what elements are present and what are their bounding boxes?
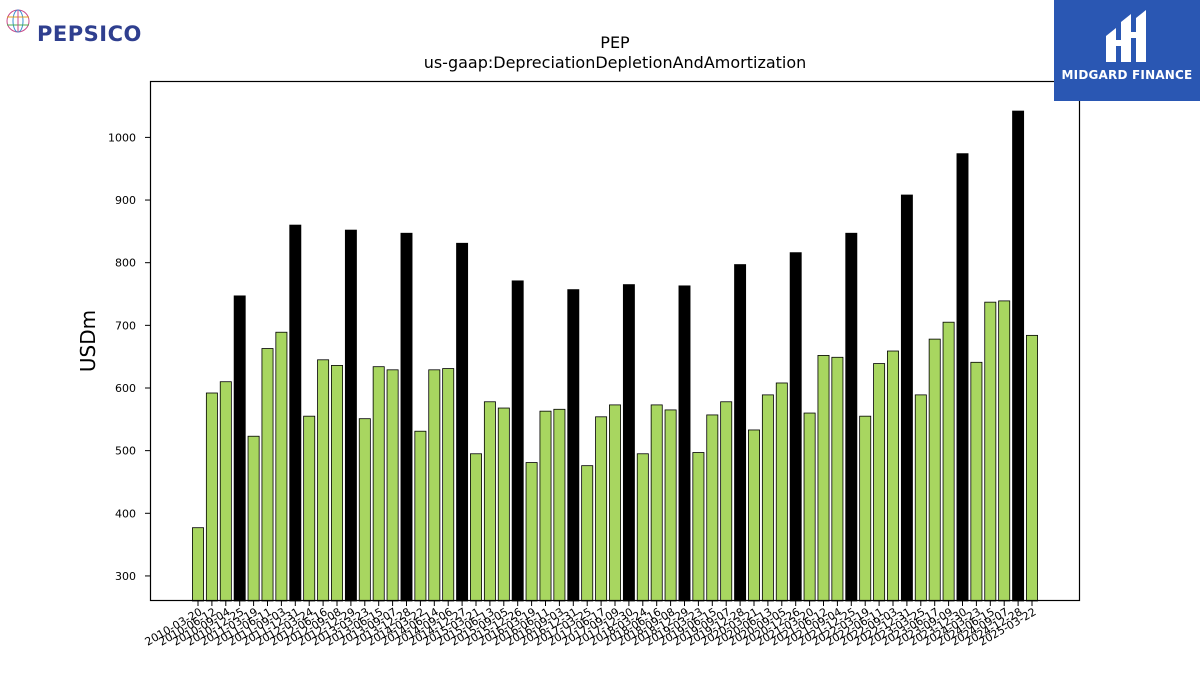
bar-2014-09-06 [442,368,455,602]
y-tick-label: 900 [115,194,136,207]
bar-2013-09-07 [386,369,399,602]
bar-2010-12-25 [233,295,246,602]
bar-2024-09-07 [998,300,1011,602]
bar-2017-06-17 [595,416,608,602]
y-tick-label: 600 [115,382,136,395]
y-tick-label: 1000 [108,131,136,144]
bar-2023-06-17 [928,338,941,602]
bar-2017-03-25 [581,465,594,602]
bar-2013-06-15 [372,366,385,602]
bar-2010-09-04 [219,381,232,602]
bar-2021-06-12 [817,355,830,602]
bar-2012-03-24 [303,415,316,602]
bar-2014-12-27 [456,242,469,602]
bar-2021-12-25 [845,232,858,602]
bar-2025-03-22 [1026,334,1038,602]
bar-2018-09-08 [664,409,677,602]
bar-2022-12-31 [900,194,913,602]
bars-group [192,110,1038,602]
bar-2014-06-14 [428,369,441,602]
y-tick-label: 700 [115,319,136,332]
y-tick-label: 300 [115,570,136,583]
bar-2018-03-24 [636,453,649,602]
pepsico-logo [4,6,164,46]
bar-2024-06-15 [984,301,997,602]
x-ticks-group: 2010-03-202010-06-122010-09-042010-12-25… [143,601,1039,649]
y-tick-label: 400 [115,507,136,520]
midgard-finance-logo: MIDGARD FINANCE [1054,0,1200,101]
bar-2015-03-21 [470,453,482,602]
y-tick-label: 800 [115,257,136,270]
bar-2017-12-30 [622,284,635,602]
bar-2011-03-19 [247,435,260,602]
midgard-emblem-icon [1106,10,1146,62]
bar-2019-06-15 [706,414,719,602]
bar-2022-06-11 [873,363,886,602]
y-tick-label: 500 [115,445,136,458]
bar-2021-03-20 [803,412,816,602]
bar-2023-09-09 [942,321,955,602]
midgard-logo-text: MIDGARD FINANCE [1061,68,1193,82]
bar-2016-12-31 [567,289,580,602]
bar-2010-06-12 [205,392,218,602]
bar-2011-09-03 [275,331,288,602]
bar-2023-03-25 [914,394,927,602]
bar-2011-06-11 [261,348,274,602]
pepsico-logo-text: PEPSICO [37,22,142,46]
bar-2020-03-21 [748,429,760,602]
bar-2022-03-19 [859,415,872,602]
bar-2020-06-13 [761,394,774,602]
bar-2024-03-23 [970,361,983,602]
bar-2013-12-28 [400,232,413,602]
bar-2012-06-16 [317,359,330,602]
bar-2018-06-16 [650,404,663,602]
y-axis-label: USDm [76,310,100,372]
bar-2018-12-29 [678,285,691,602]
bar-2010-03-20 [192,527,204,602]
bar-2014-03-22 [414,430,427,602]
bar-2016-09-03 [553,408,566,602]
chart-title: PEP [600,33,630,52]
bar-2013-03-23 [358,418,371,602]
bar-2022-09-03 [887,350,899,602]
bar-2019-12-28 [734,264,747,602]
bar-2015-09-05 [497,407,510,602]
bar-2012-12-29 [344,229,357,602]
bar-2016-03-19 [525,462,538,602]
bar-2012-09-08 [331,365,343,602]
bar-2023-12-30 [956,153,969,602]
bar-2017-09-09 [609,404,621,602]
bar-2019-09-07 [720,401,733,602]
chart-subtitle: us-gaap:DepreciationDepletionAndAmortiza… [424,53,807,72]
bar-2015-06-13 [483,401,496,602]
bar-2024-12-28 [1012,110,1025,602]
bar-2015-12-26 [511,280,524,602]
bar-2019-03-23 [692,452,705,602]
globe-icon [6,9,30,33]
bar-2020-12-26 [789,252,802,602]
bar-2016-06-11 [539,410,552,602]
bar-2011-12-31 [289,224,302,602]
bar-2021-09-04 [831,356,844,602]
bar-2020-09-05 [775,382,788,602]
plot-frame [149,80,1081,602]
y-ticks-group: 300 400 500 600 700 800 900 1000 [108,131,150,583]
